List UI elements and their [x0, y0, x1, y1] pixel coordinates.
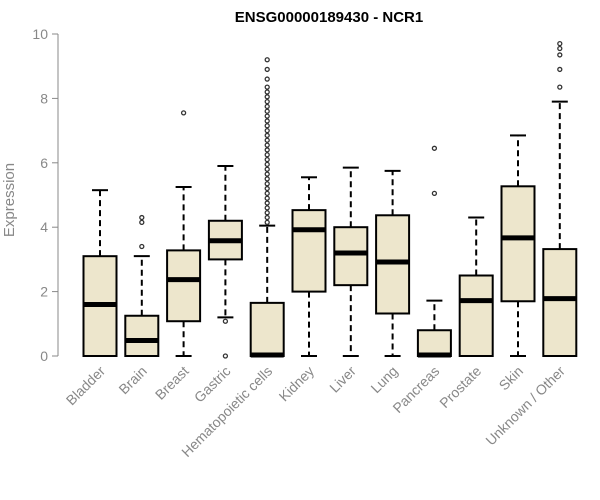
outlier-point [264, 118, 270, 124]
box-body [542, 248, 578, 357]
outlier-point [264, 185, 270, 192]
outlier-point [264, 57, 270, 63]
x-tick-label: Liver [326, 363, 359, 396]
outlier-point [557, 41, 563, 47]
x-tick-label: Brain [115, 363, 149, 397]
outlier-point [139, 214, 145, 221]
outlier-point [264, 98, 270, 105]
outlier-point [557, 66, 563, 73]
outlier-point [180, 110, 187, 116]
outlier-point [264, 132, 270, 139]
outlier-point [264, 147, 270, 153]
outlier-point [139, 219, 145, 226]
box-body [124, 314, 160, 357]
box-prostate [458, 216, 494, 357]
box-body [291, 209, 327, 293]
outlier-point [264, 214, 270, 221]
outlier-point [557, 52, 563, 58]
outlier-point [264, 113, 270, 119]
x-tick-label: Unknown / Other [482, 363, 568, 449]
box-brain [124, 214, 160, 357]
outlier-point [222, 318, 229, 324]
y-tick-label: 6 [40, 155, 48, 171]
outlier-point [557, 84, 563, 90]
y-axis: 0 2 4 6 8 10 [32, 26, 59, 364]
outlier-point [264, 108, 270, 114]
box-skin [500, 134, 536, 357]
box-bladder [82, 189, 118, 357]
x-tick-label: Skin [496, 363, 527, 394]
outlier-point [264, 94, 270, 100]
outlier-point [264, 156, 270, 163]
box-body [416, 329, 452, 357]
outlier-point [264, 66, 270, 73]
y-tick-label: 10 [32, 26, 48, 42]
box-breast [166, 110, 202, 357]
outlier-point [264, 161, 270, 168]
outlier-point [264, 200, 270, 206]
outlier-point [264, 210, 270, 216]
box-lung [375, 169, 411, 357]
box-liver [333, 166, 369, 357]
outlier-point [264, 84, 270, 90]
outlier-point [431, 145, 438, 151]
outlier-point [264, 176, 270, 182]
y-tick-label: 2 [40, 284, 48, 300]
box-kidney [291, 176, 327, 357]
box-body [333, 226, 369, 287]
x-tick-label: Bladder [63, 363, 109, 409]
box-hematopoietic-cells [249, 57, 285, 358]
outlier-point [264, 137, 270, 143]
outlier-point [264, 142, 270, 148]
chart-title: ENSG00000189430 - NCR1 [235, 9, 423, 26]
y-tick-label: 0 [40, 348, 48, 364]
outlier-point [264, 190, 270, 197]
outlier-point [264, 76, 270, 82]
box-gastric [207, 165, 243, 359]
outlier-point [264, 195, 270, 201]
outlier-point [264, 171, 270, 177]
box-body [458, 274, 494, 357]
outlier-point [431, 190, 438, 197]
outlier-point [264, 123, 270, 129]
outlier-point [264, 166, 270, 172]
box-pancreas [416, 145, 452, 358]
outlier-point [557, 45, 563, 52]
box-body [249, 301, 285, 357]
outlier-point [264, 152, 270, 158]
outlier-point [264, 205, 270, 211]
outlier-point [264, 127, 270, 134]
outlier-point [222, 353, 229, 359]
x-tick-label: Kidney [276, 363, 318, 405]
x-tick-label: Breast [152, 363, 192, 403]
box-body [500, 185, 536, 303]
y-tick-label: 4 [40, 219, 48, 235]
outlier-point [264, 89, 270, 95]
box-series [82, 41, 578, 359]
y-tick-label: 8 [40, 90, 48, 106]
box-unknown-other [542, 41, 578, 357]
x-tick-label: Lung [367, 363, 400, 396]
outlier-point [139, 243, 145, 250]
x-tick-label: Prostate [436, 363, 484, 411]
outlier-point [264, 219, 270, 226]
outlier-point [264, 103, 270, 110]
box-body [166, 249, 202, 323]
outlier-point [264, 181, 270, 187]
y-axis-label: Expression [1, 163, 18, 237]
